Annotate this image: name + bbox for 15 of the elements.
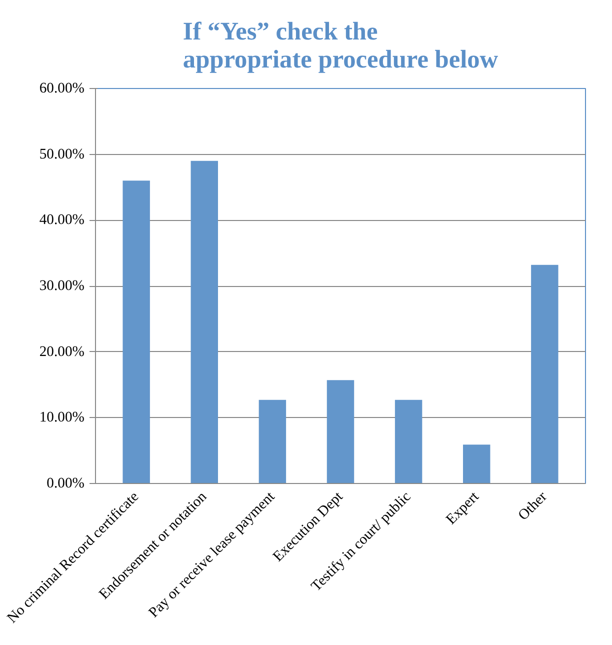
y-tick-label: 40.00%: [39, 212, 84, 228]
y-tick-label: 50.00%: [39, 146, 84, 162]
y-tick-label: 0.00%: [46, 476, 84, 492]
bar: [258, 400, 286, 484]
bar: [394, 400, 422, 484]
bar: [326, 380, 354, 484]
bar: [190, 160, 218, 484]
chart-title: If “Yes” check the appropriate procedure below: [182, 18, 499, 74]
bar: [531, 264, 558, 484]
y-tick-label: 20.00%: [39, 344, 84, 360]
bar: [122, 180, 150, 484]
y-tick-label: 10.00%: [39, 410, 84, 426]
bar: [463, 444, 490, 484]
y-tick-label: 60.00%: [39, 80, 84, 96]
y-tick-label: 30.00%: [39, 278, 84, 294]
